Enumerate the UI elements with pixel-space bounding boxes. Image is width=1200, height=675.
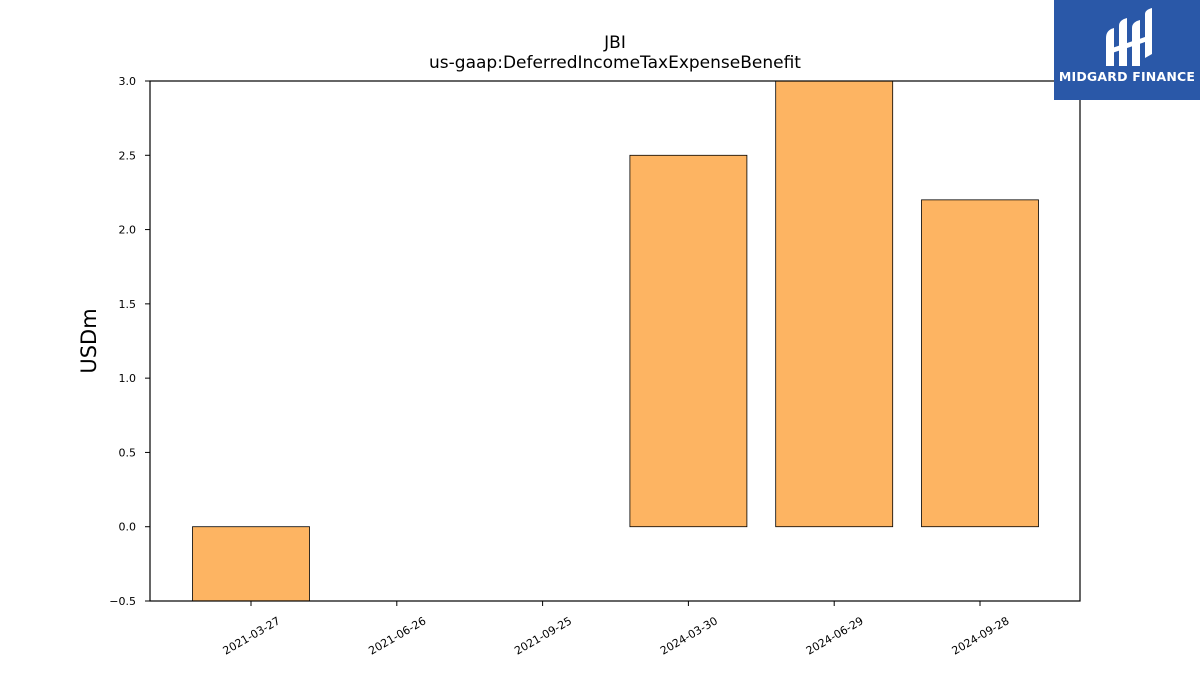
- plot-frame: [149, 80, 1081, 602]
- x-axis: 2021-03-27 2021-06-26 2021-09-25 2024-03-30…: [221, 601, 1012, 658]
- chart-subtitle: us-gaap:DeferredIncomeTaxExpenseBenefit: [429, 53, 801, 73]
- bars-group: [192, 80, 1039, 602]
- y-tick-label: 0.5: [119, 446, 137, 459]
- x-tick-label: 2024-09-28: [950, 614, 1012, 657]
- y-tick-label: 2.0: [119, 224, 137, 237]
- x-tick-label: 2021-06-26: [366, 614, 428, 657]
- x-tick-label: 2021-09-25: [512, 614, 574, 657]
- chart-title: JBI: [603, 33, 626, 53]
- y-axis-label: USDm: [77, 308, 101, 373]
- logo-text: MIDGARD FINANCE: [1058, 69, 1196, 84]
- y-tick-label: 1.0: [119, 372, 137, 385]
- bar-2021-03-27: [192, 526, 310, 602]
- x-tick-label: 2024-06-29: [804, 614, 866, 657]
- midgard-finance-logo: MIDGARD FINANCE: [1054, 0, 1200, 100]
- bar-2024-03-30: [629, 154, 748, 528]
- y-tick-label: −0.5: [109, 595, 136, 608]
- bar-2024-09-28: [921, 199, 1039, 528]
- y-axis: −0.5 0.0 0.5 1.0 1.5 2.0 2.5 3.0: [109, 75, 150, 608]
- bar-2024-06-29: [775, 80, 894, 528]
- y-tick-label: 3.0: [119, 75, 137, 88]
- x-tick-label: 2024-03-30: [658, 614, 720, 657]
- x-tick-label: 2021-03-27: [221, 614, 283, 657]
- y-tick-label: 0.0: [119, 521, 137, 534]
- midgard-logo-icon: [1106, 8, 1152, 66]
- y-tick-label: 1.5: [119, 298, 137, 311]
- y-tick-label: 2.5: [119, 149, 137, 162]
